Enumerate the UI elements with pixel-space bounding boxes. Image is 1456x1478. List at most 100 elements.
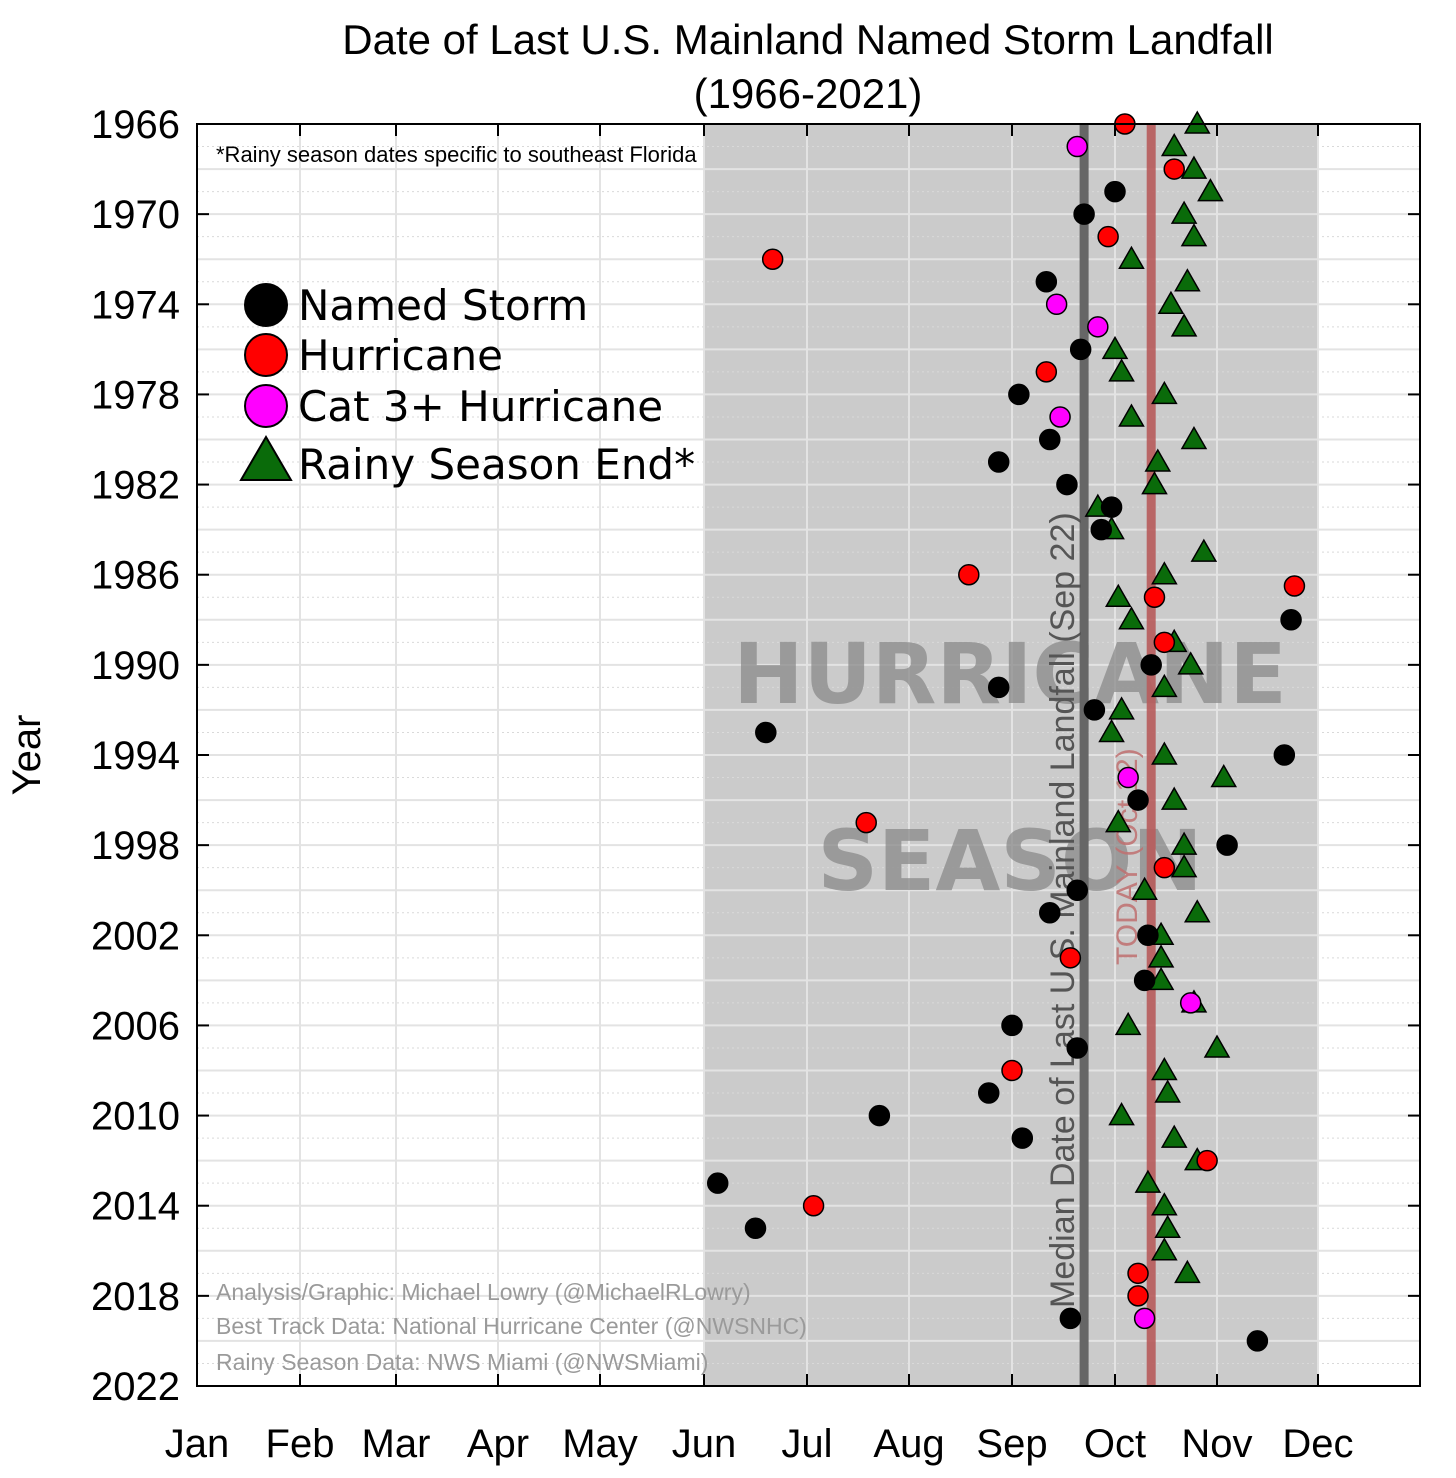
- point-cat3: [1066, 135, 1088, 158]
- y-tick-label: 2018: [91, 1275, 180, 1319]
- point-rainy: [1141, 471, 1168, 495]
- point-hurricane: [802, 1194, 825, 1217]
- point-rainy: [1180, 155, 1208, 179]
- point-named: [1090, 518, 1113, 541]
- point-rainy: [1197, 178, 1224, 202]
- x-tick-label: Jun: [672, 1422, 737, 1466]
- point-hurricane: [1001, 1059, 1023, 1082]
- point-named: [1073, 203, 1095, 225]
- point-named: [868, 1104, 891, 1127]
- point-rainy: [1160, 1124, 1188, 1148]
- point-rainy: [1177, 651, 1204, 675]
- point-hurricane: [1097, 225, 1119, 248]
- rainy-season-note: *Rainy season dates specific to southeas…: [216, 142, 697, 167]
- y-tick-label: 1986: [91, 554, 180, 598]
- legend-label-named-storm: Named Storm: [298, 281, 588, 330]
- point-named: [1039, 428, 1061, 451]
- point-named: [1100, 496, 1123, 518]
- point-rainy: [1144, 448, 1172, 472]
- point-rainy: [1180, 223, 1208, 247]
- point-rainy: [1210, 764, 1238, 788]
- point-rainy: [1151, 1237, 1178, 1261]
- point-cat3: [1045, 293, 1068, 316]
- x-tick-label: Nov: [1181, 1422, 1252, 1466]
- point-rainy: [1104, 809, 1132, 833]
- point-named: [1273, 744, 1296, 766]
- axes: 1966 1970 1974 1978 1982 1986 1990 1994 1998 2002…: [91, 103, 1421, 1466]
- data-points: [706, 110, 1306, 1352]
- point-rainy: [1098, 718, 1125, 743]
- y-tick-label: 1994: [91, 734, 180, 778]
- x-tick-label: Mar: [362, 1422, 431, 1466]
- legend-marker-rainy-season: [239, 435, 293, 481]
- legend-marker-named-storm: [244, 283, 288, 327]
- point-named: [987, 451, 1010, 473]
- y-tick-label: 1966: [91, 103, 180, 147]
- y-tick-label: 2022: [91, 1365, 180, 1409]
- point-hurricane: [1059, 947, 1082, 969]
- point-rainy: [1180, 425, 1208, 450]
- point-hurricane: [1153, 631, 1176, 654]
- legend: Named Storm Hurricane Cat 3+ Hurricane R…: [239, 281, 695, 489]
- y-tick-label: 2014: [91, 1185, 180, 1229]
- grid: [197, 123, 1420, 1387]
- chart-title: Date of Last U.S. Mainland Named Storm L…: [342, 16, 1273, 63]
- legend-label-cat3: Cat 3+ Hurricane: [298, 382, 663, 431]
- point-rainy: [1151, 741, 1178, 765]
- point-named: [1008, 383, 1030, 406]
- y-tick-label: 1970: [91, 193, 180, 237]
- point-rainy: [1174, 268, 1201, 292]
- y-tick-label: 1978: [91, 373, 180, 417]
- point-named: [1059, 1307, 1082, 1330]
- x-tick-label: Jul: [781, 1422, 832, 1466]
- point-rainy: [1151, 561, 1178, 585]
- point-named: [1011, 1127, 1034, 1149]
- x-tick-label: Sep: [976, 1422, 1047, 1466]
- point-named: [977, 1082, 1000, 1104]
- y-tick-label: 1990: [91, 644, 180, 688]
- point-rainy: [1183, 110, 1211, 134]
- point-hurricane: [1035, 361, 1058, 383]
- point-rainy: [1174, 1259, 1201, 1284]
- point-rainy: [1160, 133, 1188, 157]
- y-tick-label: 2006: [91, 1004, 180, 1048]
- x-tick-label: May: [562, 1422, 638, 1466]
- point-rainy: [1170, 200, 1198, 224]
- point-rainy: [1203, 1034, 1231, 1058]
- point-rainy: [1134, 1169, 1162, 1193]
- point-named: [1069, 338, 1092, 361]
- legend-marker-cat3: [244, 384, 288, 428]
- point-named: [744, 1217, 767, 1239]
- point-cat3: [1117, 766, 1139, 789]
- point-hurricane: [1163, 158, 1185, 180]
- point-hurricane: [855, 811, 877, 834]
- point-cat3: [1133, 1307, 1156, 1330]
- legend-label-hurricane: Hurricane: [298, 331, 503, 380]
- point-rainy: [1147, 944, 1175, 968]
- y-tick-label: 1974: [91, 283, 180, 327]
- point-named: [1104, 180, 1126, 203]
- point-named: [1066, 1037, 1088, 1059]
- point-rainy: [1108, 1102, 1135, 1126]
- point-hurricane: [1196, 1149, 1218, 1172]
- y-tick-label: 1982: [91, 464, 180, 508]
- point-rainy: [1170, 831, 1198, 855]
- point-rainy: [1157, 290, 1185, 315]
- legend-marker-hurricane: [244, 333, 288, 377]
- credit-rainy-season: Rainy Season Data: NWS Miami (@NWSMiami): [216, 1349, 708, 1375]
- point-named: [1035, 271, 1058, 293]
- point-rainy: [1118, 245, 1145, 269]
- legend-label-rainy-season: Rainy Season End*: [298, 440, 695, 489]
- point-rainy: [1118, 606, 1145, 630]
- point-named: [1056, 473, 1078, 496]
- point-rainy: [1183, 899, 1211, 923]
- credits: Analysis/Graphic: Michael Lowry (@Michae…: [216, 1279, 807, 1375]
- watermark-line-1: HURRICANE: [733, 625, 1286, 723]
- point-rainy: [1170, 854, 1198, 878]
- y-tick-label: 2010: [91, 1095, 180, 1139]
- point-named: [1039, 902, 1061, 924]
- point-named: [1280, 609, 1302, 631]
- point-cat3: [1179, 992, 1202, 1014]
- point-named: [1140, 654, 1162, 676]
- x-tick-label: Oct: [1084, 1422, 1146, 1466]
